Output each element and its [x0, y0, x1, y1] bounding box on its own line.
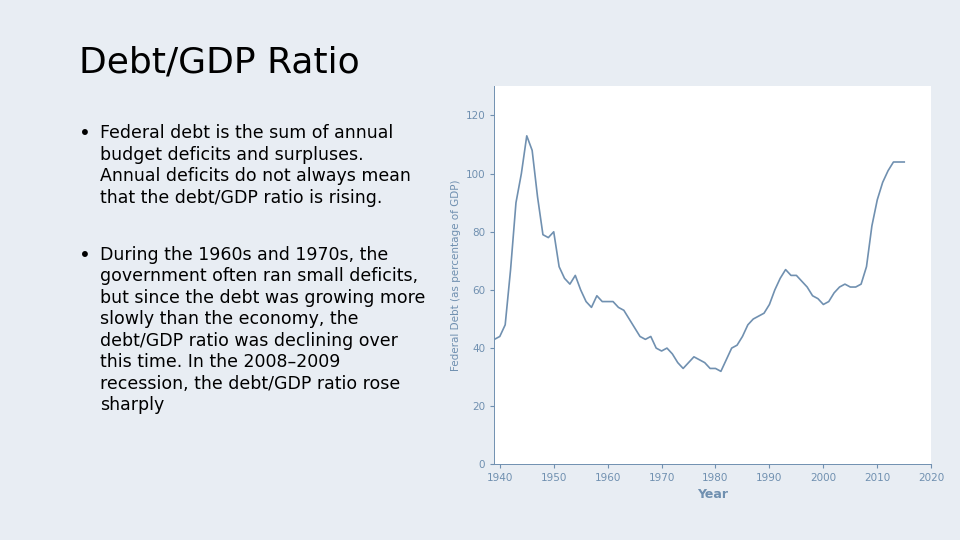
- Text: Federal debt is the sum of annual
budget deficits and surpluses.
Annual deficits: Federal debt is the sum of annual budget…: [100, 124, 411, 207]
- Text: Debt/GDP Ratio: Debt/GDP Ratio: [79, 46, 359, 80]
- Text: •: •: [79, 246, 90, 265]
- Y-axis label: Federal Debt (as percentage of GDP): Federal Debt (as percentage of GDP): [451, 180, 462, 371]
- Text: •: •: [79, 124, 90, 143]
- X-axis label: Year: Year: [697, 488, 729, 501]
- Text: During the 1960s and 1970s, the
government often ran small deficits,
but since t: During the 1960s and 1970s, the governme…: [100, 246, 425, 414]
